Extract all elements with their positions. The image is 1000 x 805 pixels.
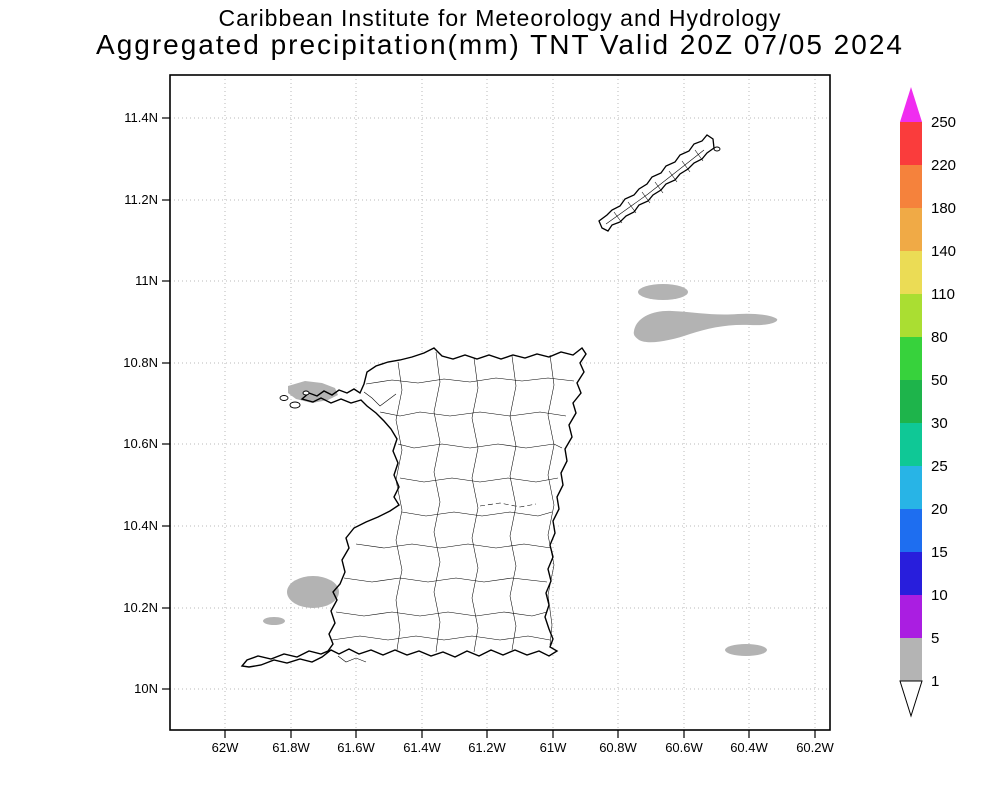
y-axis-labels: 11.4N 11.2N 11N 10.8N 10.6N 10.4N 10.2N … — [123, 110, 158, 696]
precip-area — [287, 576, 339, 608]
precip-areas — [263, 284, 778, 656]
colorbar-label: 140 — [931, 243, 956, 260]
colorbar-arrow-below-min — [899, 680, 923, 718]
colorbar-labels: 250 220 180 140 110 80 50 30 25 20 15 10… — [931, 114, 956, 690]
colorbar-label: 10 — [931, 587, 948, 604]
x-axis-label: 61.6W — [337, 740, 375, 755]
colorbar-label: 25 — [931, 458, 948, 475]
colorbar-label: 180 — [931, 200, 956, 217]
x-axis-label: 61.2W — [468, 740, 506, 755]
y-axis-label: 10.2N — [123, 600, 158, 615]
y-axis-label: 10.6N — [123, 436, 158, 451]
x-axis-labels: 62W 61.8W 61.6W 61.4W 61.2W 61W 60.8W 60… — [212, 740, 835, 755]
colorbar-segment — [900, 423, 922, 466]
y-axis-label: 11.4N — [124, 110, 158, 125]
colorbar-label: 5 — [931, 630, 939, 647]
title-line1: Caribbean Institute for Meteorology and … — [218, 5, 782, 31]
precip-area — [633, 310, 778, 343]
colorbar-segment — [900, 638, 922, 681]
title-line2: Aggregated precipitation(mm) TNT Valid 2… — [96, 29, 904, 60]
colorbar-label: 15 — [931, 544, 948, 561]
colorbar-segment — [900, 595, 922, 638]
colorbar-label: 220 — [931, 157, 956, 174]
x-axis-label: 60.4W — [730, 740, 768, 755]
precip-area — [725, 644, 767, 656]
colorbar-segment — [900, 337, 922, 380]
colorbar-arrow-above-max — [900, 87, 922, 122]
x-axis-label: 62W — [212, 740, 239, 755]
colorbar-label: 1 — [931, 673, 939, 690]
colorbar-label: 50 — [931, 372, 948, 389]
x-axis-label: 61W — [540, 740, 567, 755]
colorbar-label: 250 — [931, 114, 956, 131]
x-axis-label: 61.4W — [403, 740, 441, 755]
colorbar-label: 80 — [931, 329, 948, 346]
colorbar-segment — [900, 380, 922, 423]
coastlines — [241, 134, 721, 668]
x-axis-label: 61.8W — [272, 740, 310, 755]
y-axis-label: 10N — [134, 681, 158, 696]
precip-area — [638, 284, 688, 300]
x-axis-label: 60.2W — [796, 740, 834, 755]
axis-ticks — [162, 117, 816, 738]
precip-area — [288, 381, 338, 403]
trinidad-district-boundaries — [331, 351, 575, 663]
colorbar-segment — [900, 251, 922, 294]
offshore-islets — [279, 146, 721, 409]
colorbar-segment — [900, 466, 922, 509]
y-axis-label: 10.4N — [123, 518, 158, 533]
colorbar-segment — [900, 122, 922, 165]
colorbar-segment — [900, 509, 922, 552]
colorbar-segment — [900, 165, 922, 208]
tobago-parish-boundaries — [605, 149, 705, 225]
colorbar-label: 30 — [931, 415, 948, 432]
colorbar-segment — [900, 294, 922, 337]
x-axis-label: 60.6W — [665, 740, 703, 755]
colorbar-label: 20 — [931, 501, 948, 518]
precip-area — [263, 617, 285, 625]
x-axis-label: 60.8W — [599, 740, 637, 755]
plot-frame — [169, 74, 831, 731]
y-axis-label: 11N — [135, 273, 158, 288]
colorbar-label: 110 — [931, 286, 955, 303]
colorbar: 250 220 180 140 110 80 50 30 25 20 15 10… — [899, 87, 956, 718]
colorbar-segment — [900, 552, 922, 595]
plot-frame-group — [162, 74, 831, 738]
y-axis-label: 11.2N — [124, 192, 158, 207]
y-axis-label: 10.8N — [123, 355, 158, 370]
colorbar-segment — [900, 208, 922, 251]
